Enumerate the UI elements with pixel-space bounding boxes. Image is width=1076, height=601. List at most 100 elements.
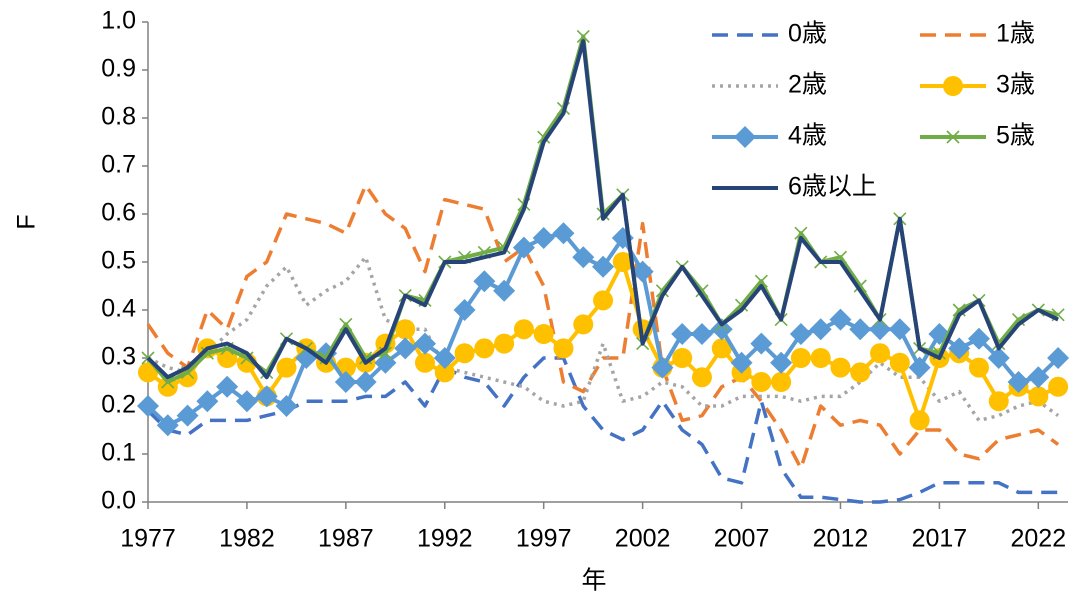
marker bbox=[453, 299, 476, 321]
x-tick-label: 1982 bbox=[219, 525, 275, 553]
marker bbox=[138, 362, 158, 383]
marker bbox=[830, 357, 851, 378]
x-tick-label: 2002 bbox=[615, 525, 671, 553]
marker bbox=[576, 29, 590, 43]
marker bbox=[413, 332, 436, 355]
marker bbox=[1048, 376, 1069, 397]
marker bbox=[1047, 347, 1070, 369]
legend-label: 5歳 bbox=[996, 122, 1035, 150]
marker bbox=[987, 347, 1010, 369]
series-line bbox=[146, 356, 1059, 504]
marker bbox=[710, 318, 733, 341]
marker bbox=[1028, 386, 1049, 407]
marker bbox=[161, 375, 175, 389]
marker bbox=[156, 414, 179, 437]
marker bbox=[473, 270, 496, 293]
marker bbox=[888, 318, 911, 341]
y-tick-label: 1.0 bbox=[101, 7, 136, 35]
x-tick-label: 2022 bbox=[1011, 525, 1067, 553]
marker bbox=[433, 347, 456, 369]
marker bbox=[474, 338, 495, 359]
y-tick-label: 0.9 bbox=[101, 55, 136, 83]
x-tick-label: 1987 bbox=[318, 525, 374, 553]
marker bbox=[612, 252, 633, 272]
marker bbox=[216, 375, 239, 398]
marker bbox=[869, 318, 892, 341]
legend-label: 0歳 bbox=[788, 20, 827, 48]
marker bbox=[672, 348, 693, 368]
x-tick-label: 2012 bbox=[813, 525, 869, 553]
marker bbox=[512, 236, 535, 259]
marker bbox=[394, 337, 417, 360]
marker bbox=[339, 317, 353, 331]
marker bbox=[572, 246, 595, 269]
marker bbox=[790, 348, 811, 368]
marker bbox=[909, 410, 930, 431]
marker bbox=[968, 357, 989, 378]
marker bbox=[196, 390, 219, 413]
marker bbox=[850, 362, 871, 383]
marker bbox=[711, 338, 732, 359]
marker bbox=[593, 290, 614, 311]
marker bbox=[532, 227, 555, 249]
marker bbox=[770, 351, 793, 374]
marker bbox=[255, 385, 278, 408]
marker bbox=[454, 343, 475, 364]
marker bbox=[750, 332, 773, 355]
marker bbox=[573, 314, 594, 335]
x-tick-label: 2017 bbox=[912, 525, 968, 553]
marker bbox=[889, 352, 910, 373]
marker bbox=[734, 298, 749, 312]
y-tick-label: 0.6 bbox=[101, 199, 136, 227]
marker bbox=[275, 395, 298, 417]
series-line bbox=[147, 255, 1060, 423]
y-tick-label: 0.7 bbox=[101, 151, 136, 179]
y-axis-label: F bbox=[13, 214, 41, 229]
series-line bbox=[146, 39, 1059, 380]
x-tick-label: 1977 bbox=[120, 525, 176, 553]
y-tick-label: 0.3 bbox=[101, 343, 136, 371]
marker bbox=[553, 338, 574, 359]
series-line bbox=[146, 183, 1060, 471]
marker bbox=[849, 318, 872, 341]
marker bbox=[734, 126, 756, 148]
legend-label: 4歳 bbox=[788, 122, 827, 150]
y-tick-label: 0.2 bbox=[101, 391, 136, 419]
marker bbox=[829, 308, 852, 331]
marker bbox=[690, 323, 713, 345]
y-tick-label: 0.8 bbox=[101, 103, 136, 131]
marker bbox=[354, 371, 377, 393]
marker bbox=[137, 395, 159, 417]
marker bbox=[754, 274, 768, 288]
marker bbox=[751, 372, 772, 392]
marker bbox=[691, 367, 712, 388]
y-tick-label: 0.1 bbox=[101, 439, 136, 467]
x-axis-label: 年 bbox=[581, 567, 606, 595]
marker bbox=[870, 343, 891, 364]
marker bbox=[414, 352, 435, 373]
marker bbox=[1027, 366, 1050, 389]
marker bbox=[235, 390, 258, 413]
marker bbox=[240, 351, 254, 365]
x-tick-label: 1992 bbox=[417, 525, 473, 553]
marker bbox=[374, 351, 397, 374]
marker bbox=[810, 348, 831, 368]
marker bbox=[434, 362, 455, 383]
marker bbox=[809, 318, 832, 341]
marker bbox=[967, 327, 990, 350]
marker bbox=[631, 260, 654, 283]
marker bbox=[592, 255, 615, 278]
marker bbox=[948, 337, 971, 360]
legend-label: 2歳 bbox=[788, 71, 827, 99]
marker bbox=[533, 324, 554, 344]
marker bbox=[908, 356, 931, 379]
marker bbox=[513, 319, 534, 340]
y-tick-label: 0.5 bbox=[101, 247, 136, 275]
marker bbox=[651, 356, 674, 379]
marker bbox=[552, 222, 575, 245]
marker bbox=[157, 376, 178, 397]
marker bbox=[789, 323, 812, 345]
x-tick-label: 1997 bbox=[516, 525, 572, 553]
legend-label: 1歳 bbox=[996, 20, 1035, 48]
